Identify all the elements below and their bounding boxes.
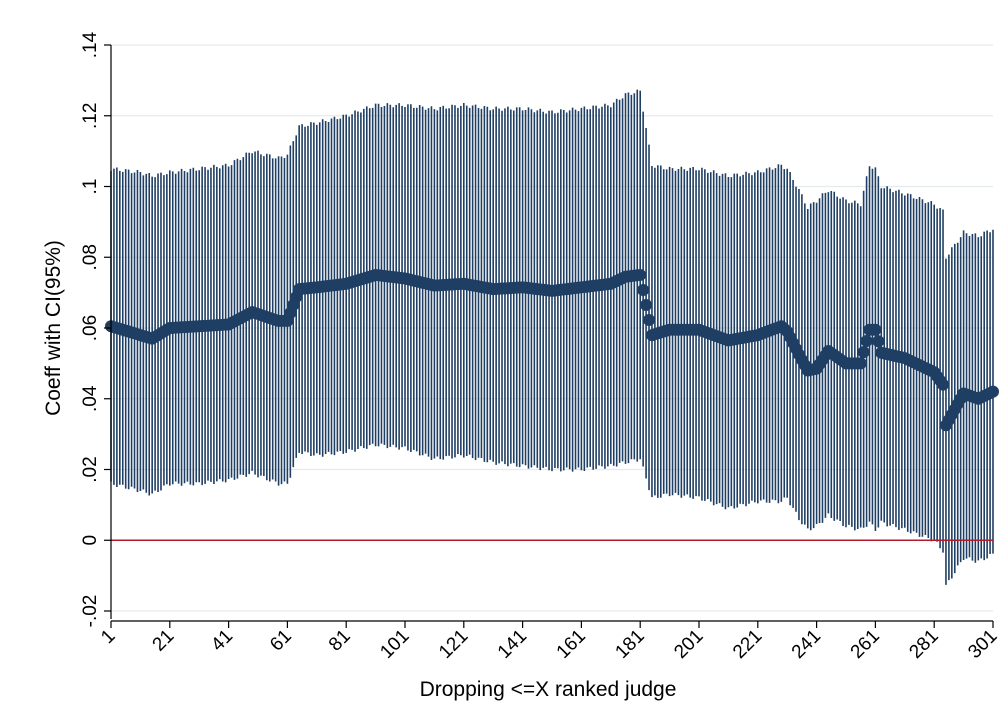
y-tick-label: -.02	[80, 595, 101, 628]
y-tick-label: 0	[80, 535, 101, 546]
axes	[104, 44, 994, 628]
coefficient-point	[872, 335, 885, 348]
coefficient-point	[640, 299, 653, 312]
y-tick-label: .14	[80, 31, 101, 58]
coefficient-point	[854, 357, 867, 370]
x-axis-title: Dropping <=X ranked judge	[420, 678, 677, 701]
y-tick-label: .08	[80, 244, 101, 270]
coefficient-point	[860, 334, 873, 347]
y-tick-label: .02	[80, 456, 101, 482]
y-tick-label: .06	[80, 315, 101, 341]
coefficient-point	[869, 323, 882, 336]
y-tick-label: .12	[80, 103, 101, 129]
coefficient-point	[634, 268, 647, 281]
coefficient-point	[937, 378, 950, 391]
coefficient-point	[637, 283, 650, 296]
y-tick-label: .1	[80, 179, 101, 195]
coefficient-point	[643, 314, 656, 327]
y-tick-labels: -.02 0 .02 .04 .06 .08 .1 .12 .14	[80, 31, 101, 627]
y-axis-title: Coeff with CI(95%)	[42, 240, 65, 416]
coefficient-point	[857, 346, 870, 359]
coefficient-point	[987, 385, 999, 398]
y-tick-label: .04	[80, 385, 101, 412]
coefficient-points	[105, 268, 999, 432]
